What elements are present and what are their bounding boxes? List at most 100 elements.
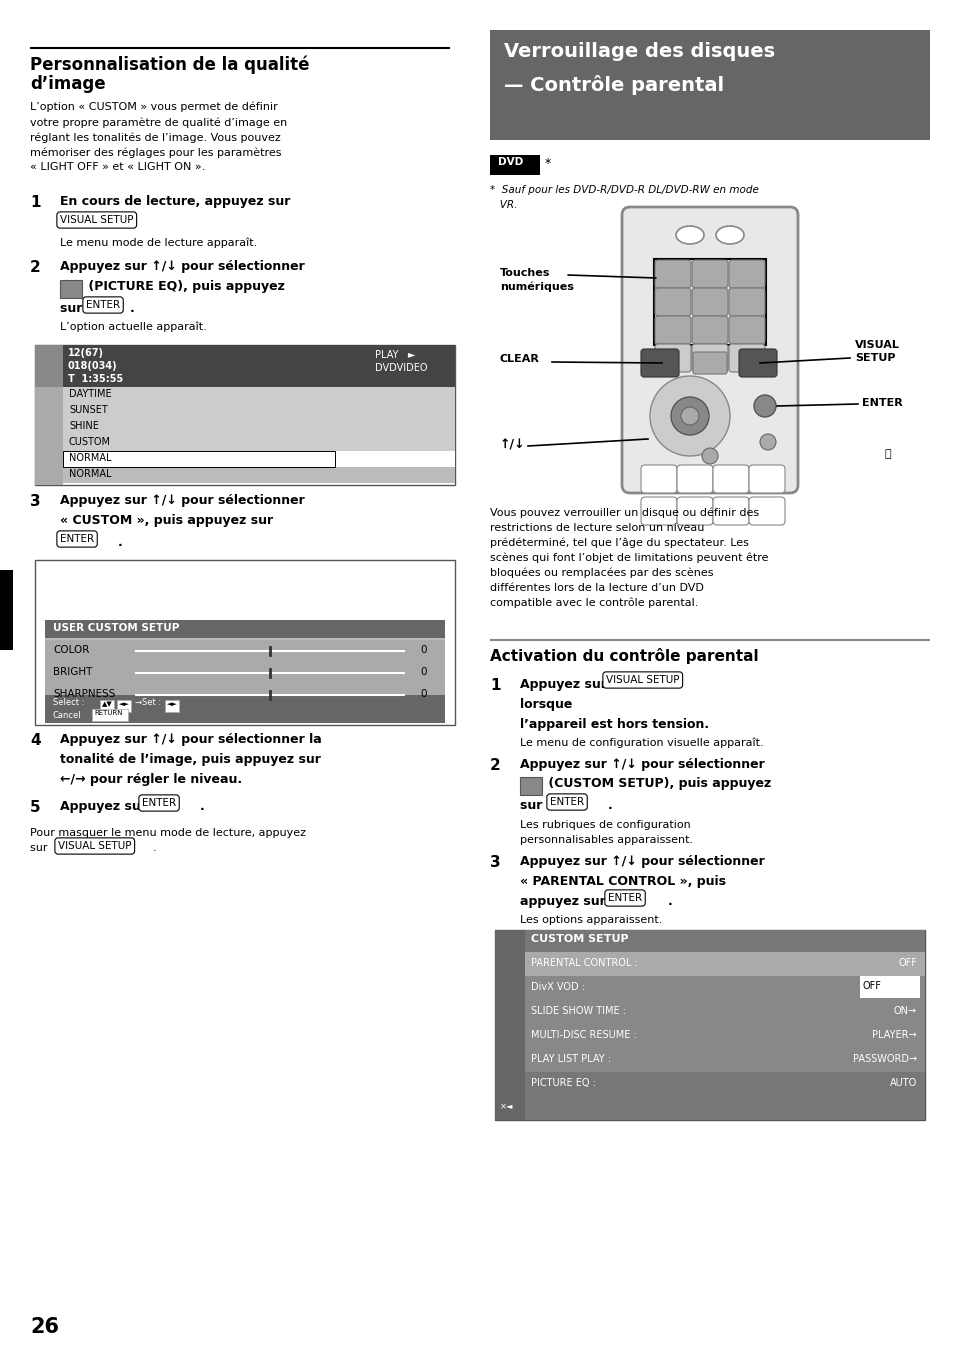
FancyBboxPatch shape (859, 976, 919, 998)
Text: (PICTURE EQ), puis appuyez: (PICTURE EQ), puis appuyez (84, 280, 285, 293)
Text: PLAY   ►: PLAY ► (375, 350, 415, 360)
Text: « CUSTOM », puis appuyez sur: « CUSTOM », puis appuyez sur (60, 514, 273, 527)
Text: OFF: OFF (897, 959, 916, 968)
FancyBboxPatch shape (35, 360, 63, 373)
Text: .: . (200, 800, 205, 813)
Text: 2: 2 (30, 260, 41, 274)
Text: VISUAL SETUP: VISUAL SETUP (60, 215, 133, 224)
FancyBboxPatch shape (655, 316, 690, 343)
Text: ON→: ON→ (893, 1006, 916, 1015)
Text: NORMAL: NORMAL (69, 453, 112, 462)
Text: 1: 1 (490, 677, 500, 694)
Text: RETURN: RETURN (94, 710, 122, 717)
Text: 0: 0 (419, 690, 426, 699)
Text: 2: 2 (490, 758, 500, 773)
Text: Le menu de configuration visuelle apparaît.: Le menu de configuration visuelle appara… (519, 738, 762, 749)
FancyBboxPatch shape (655, 260, 690, 288)
FancyBboxPatch shape (640, 498, 677, 525)
Text: OFF: OFF (862, 982, 881, 991)
FancyBboxPatch shape (728, 316, 764, 343)
Text: BRIGHT: BRIGHT (53, 667, 92, 677)
Text: AUTO: AUTO (889, 1078, 916, 1088)
Text: COLOR: COLOR (53, 645, 90, 654)
Text: .: . (607, 799, 612, 813)
Text: 018(034): 018(034) (68, 361, 117, 370)
Text: Appuyez sur: Appuyez sur (519, 677, 611, 691)
FancyBboxPatch shape (165, 700, 179, 713)
Text: *  Sauf pour les DVD-R/DVD-R DL/DVD-RW en mode: * Sauf pour les DVD-R/DVD-R DL/DVD-RW en… (490, 185, 758, 195)
Ellipse shape (649, 376, 729, 456)
Text: L’option « CUSTOM » vous permet de définir
votre propre paramètre de qualité d’i: L’option « CUSTOM » vous permet de défin… (30, 101, 287, 173)
Text: DAYTIME: DAYTIME (69, 389, 112, 399)
FancyBboxPatch shape (524, 1000, 924, 1023)
FancyBboxPatch shape (692, 352, 726, 375)
FancyBboxPatch shape (712, 465, 748, 493)
FancyBboxPatch shape (677, 465, 712, 493)
FancyBboxPatch shape (621, 207, 797, 493)
FancyBboxPatch shape (35, 345, 63, 360)
Text: 3: 3 (30, 493, 41, 508)
Text: .: . (118, 535, 123, 549)
Text: — Contrôle parental: — Contrôle parental (503, 74, 723, 95)
Text: USER CUSTOM SETUP: USER CUSTOM SETUP (53, 623, 179, 633)
Text: VISUAL SETUP: VISUAL SETUP (605, 675, 679, 685)
Text: Select :: Select : (53, 698, 84, 707)
Text: d’image: d’image (30, 74, 106, 93)
FancyBboxPatch shape (748, 465, 784, 493)
Text: ↑/↓: ↑/↓ (499, 439, 525, 452)
FancyBboxPatch shape (728, 343, 764, 372)
FancyBboxPatch shape (739, 349, 776, 377)
Ellipse shape (716, 226, 743, 243)
Text: Appuyez sur ↑/↓ pour sélectionner la: Appuyez sur ↑/↓ pour sélectionner la (60, 733, 321, 746)
Text: ENTER: ENTER (862, 397, 902, 408)
Text: 12(67): 12(67) (68, 347, 104, 358)
FancyBboxPatch shape (490, 30, 929, 141)
Text: L’option actuelle apparaît.: L’option actuelle apparaît. (60, 322, 207, 333)
FancyBboxPatch shape (691, 343, 727, 372)
FancyBboxPatch shape (35, 387, 63, 485)
FancyBboxPatch shape (63, 387, 455, 403)
Text: CUSTOM SETUP: CUSTOM SETUP (531, 934, 628, 944)
FancyBboxPatch shape (524, 1096, 924, 1119)
Text: Activation du contrôle parental: Activation du contrôle parental (490, 648, 758, 664)
FancyBboxPatch shape (45, 639, 444, 662)
Text: .: . (667, 895, 672, 909)
Text: ENTER: ENTER (550, 796, 583, 807)
Text: ENTER: ENTER (60, 534, 94, 544)
Text: SHINE: SHINE (69, 420, 99, 431)
Text: DivX VOD :: DivX VOD : (531, 982, 584, 992)
Text: Appuyez sur ↑/↓ pour sélectionner: Appuyez sur ↑/↓ pour sélectionner (519, 758, 764, 771)
Text: sur: sur (60, 301, 87, 315)
Text: appuyez sur: appuyez sur (519, 895, 610, 909)
Text: SLIDE SHOW TIME :: SLIDE SHOW TIME : (531, 1006, 625, 1015)
Text: Cancel: Cancel (53, 711, 82, 721)
Text: 1: 1 (30, 195, 40, 210)
FancyBboxPatch shape (655, 343, 690, 372)
FancyBboxPatch shape (45, 662, 444, 684)
Text: 3: 3 (490, 854, 500, 869)
Text: VR.: VR. (490, 200, 517, 210)
FancyBboxPatch shape (691, 260, 727, 288)
FancyBboxPatch shape (35, 345, 455, 387)
FancyBboxPatch shape (45, 695, 444, 723)
FancyBboxPatch shape (691, 288, 727, 316)
Text: *: * (544, 157, 551, 170)
FancyBboxPatch shape (63, 452, 335, 466)
Text: Les options apparaissent.: Les options apparaissent. (519, 915, 661, 925)
Text: ×◄: ×◄ (499, 1102, 513, 1111)
FancyBboxPatch shape (45, 621, 444, 638)
FancyBboxPatch shape (728, 260, 764, 288)
Text: 4: 4 (30, 733, 41, 748)
Text: ENTER: ENTER (86, 300, 120, 310)
Ellipse shape (670, 397, 708, 435)
FancyBboxPatch shape (91, 708, 128, 721)
Text: Appuyez sur ↑/↓ pour sélectionner: Appuyez sur ↑/↓ pour sélectionner (60, 493, 304, 507)
FancyBboxPatch shape (100, 700, 113, 713)
Text: T  1:35:55: T 1:35:55 (68, 375, 123, 384)
Text: 26: 26 (30, 1317, 59, 1337)
FancyBboxPatch shape (640, 465, 677, 493)
FancyBboxPatch shape (35, 373, 63, 387)
FancyBboxPatch shape (0, 571, 13, 650)
Text: PARENTAL CONTROL :: PARENTAL CONTROL : (531, 959, 638, 968)
Text: tonalité de l’image, puis appuyez sur: tonalité de l’image, puis appuyez sur (60, 753, 320, 767)
